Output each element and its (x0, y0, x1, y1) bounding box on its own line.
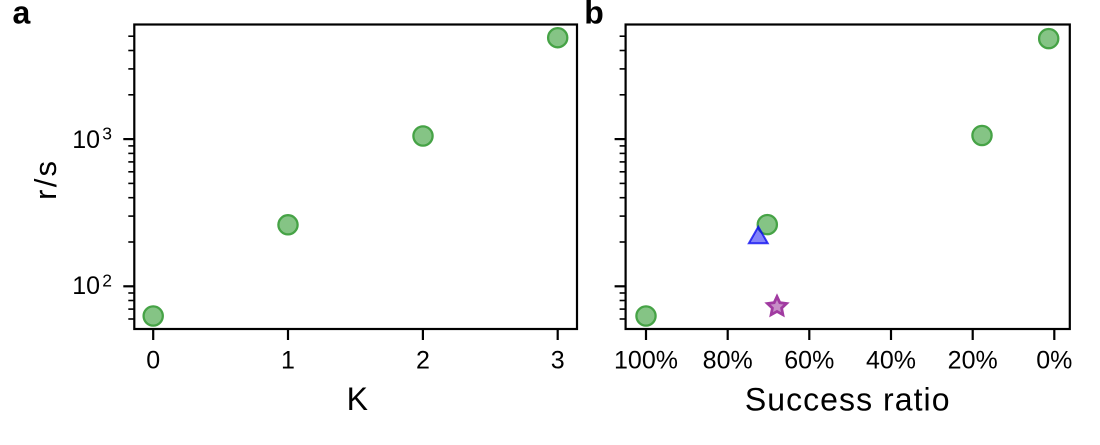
svg-text:100%: 100% (614, 347, 678, 375)
svg-text:r/s: r/s (28, 159, 63, 200)
svg-text:0: 0 (146, 347, 160, 375)
svg-text:10: 10 (72, 272, 100, 300)
svg-text:3: 3 (551, 347, 565, 375)
svg-text:1: 1 (281, 347, 295, 375)
svg-text:2: 2 (102, 271, 112, 291)
svg-text:60%: 60% (784, 347, 834, 375)
svg-text:K: K (347, 381, 368, 417)
svg-text:b: b (584, 0, 604, 31)
svg-text:10: 10 (72, 126, 100, 154)
svg-text:2: 2 (416, 347, 430, 375)
svg-text:Success ratio: Success ratio (745, 381, 951, 417)
svg-text:0%: 0% (1036, 347, 1072, 375)
svg-text:a: a (13, 0, 31, 31)
svg-text:20%: 20% (948, 347, 998, 375)
svg-text:40%: 40% (866, 347, 916, 375)
svg-text:3: 3 (102, 123, 112, 143)
svg-text:80%: 80% (703, 347, 753, 375)
